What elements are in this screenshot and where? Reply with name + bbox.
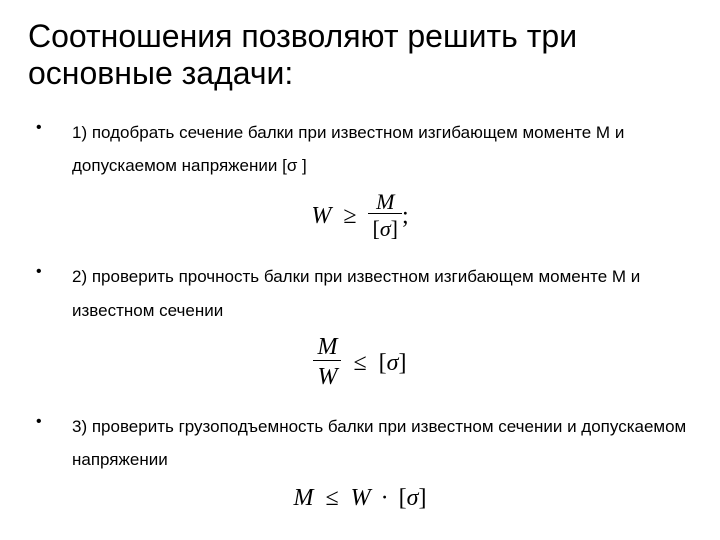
bullet-icon: • bbox=[36, 120, 42, 136]
formula-r1: W bbox=[351, 485, 371, 512]
formula-fraction: M [σ] bbox=[368, 190, 402, 242]
formula-rel: ≤ bbox=[347, 350, 372, 377]
dot-operator: · bbox=[377, 485, 393, 512]
formula-fraction: M W bbox=[313, 335, 341, 392]
list-item: • 2) проверить прочность балки при извес… bbox=[28, 260, 692, 326]
bracket-close: ] bbox=[391, 216, 398, 241]
formula-rhs: [σ] bbox=[379, 350, 407, 377]
bracket-open: [ bbox=[372, 216, 379, 241]
sigma-symbol: σ bbox=[380, 216, 391, 241]
formula-3: M ≤ W · [σ] bbox=[28, 484, 692, 512]
bracket-open: [ bbox=[399, 485, 407, 511]
item-text: 1) подобрать сечение балки при известном… bbox=[72, 116, 692, 182]
formula-lhs: M bbox=[293, 485, 313, 512]
formula-r2: [σ] bbox=[399, 485, 427, 512]
sigma-symbol: σ bbox=[407, 485, 419, 511]
item-text: 2) проверить прочность балки при известн… bbox=[72, 260, 692, 326]
formula-1: W ≥ M [σ] ; bbox=[28, 190, 692, 242]
list-item: • 3) проверить грузоподъемность балки пр… bbox=[28, 410, 692, 476]
formula-rel: ≤ bbox=[319, 485, 344, 512]
formula-2: M W ≤ [σ] bbox=[28, 335, 692, 392]
formula-den: W bbox=[313, 361, 341, 392]
bracket-close: ] bbox=[419, 485, 427, 511]
page-title: Соотношения позволяют решить три основны… bbox=[28, 18, 692, 92]
sigma-symbol: σ bbox=[387, 350, 399, 376]
formula-num: M bbox=[368, 190, 402, 214]
item-list: • 1) подобрать сечение балки при известн… bbox=[28, 116, 692, 512]
formula-suffix: ; bbox=[402, 203, 409, 230]
bullet-icon: • bbox=[36, 414, 42, 430]
formula-lhs: W bbox=[311, 203, 331, 230]
bracket-open: [ bbox=[379, 350, 387, 376]
formula-num: M bbox=[313, 335, 341, 361]
list-item: • 1) подобрать сечение балки при известн… bbox=[28, 116, 692, 182]
bracket-close: ] bbox=[399, 350, 407, 376]
bullet-icon: • bbox=[36, 264, 42, 280]
item-text: 3) проверить грузоподъемность балки при … bbox=[72, 410, 692, 476]
formula-rel: ≥ bbox=[337, 203, 362, 230]
formula-den: [σ] bbox=[368, 214, 402, 242]
